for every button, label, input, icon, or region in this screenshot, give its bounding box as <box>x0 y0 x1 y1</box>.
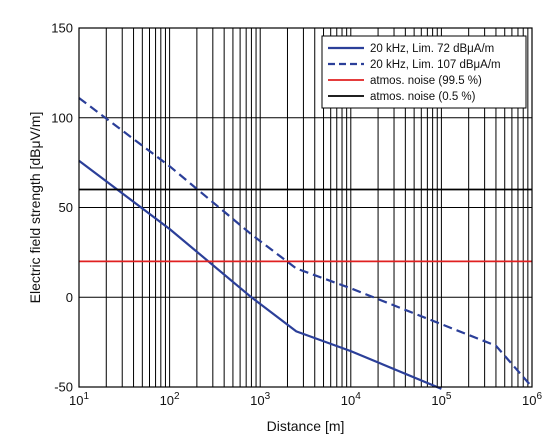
legend-label: atmos. noise (99.5 %) <box>370 75 482 87</box>
legend-label: 20 kHz, Lim. 107 dBμA/m <box>370 59 501 71</box>
legend-label: 20 kHz, Lim. 72 dBμA/m <box>370 43 494 55</box>
y-tick-label: 50 <box>59 200 73 215</box>
series-line-1 <box>78 159 442 390</box>
series-line-2 <box>78 97 533 388</box>
x-tick-label: 101 <box>69 391 89 408</box>
x-tick-label: 104 <box>341 391 361 408</box>
x-axis-label: Distance [m] <box>267 418 345 434</box>
x-tick-label: 102 <box>160 391 180 408</box>
x-tick-label: 105 <box>431 391 451 408</box>
x-tick-label: 103 <box>250 391 270 408</box>
legend-label: atmos. noise (0.5 %) <box>370 91 476 103</box>
legend: 20 kHz, Lim. 72 dBμA/m 20 kHz, Lim. 107 d… <box>321 35 527 109</box>
series-lines <box>78 97 533 390</box>
x-tick-label: 106 <box>522 391 542 408</box>
plot-frame <box>78 27 533 388</box>
y-tick-label: -50 <box>54 380 73 395</box>
y-tick-label: 0 <box>66 290 73 305</box>
y-axis-label: Electric field strength [dBμV/m] <box>27 112 43 304</box>
y-tick-label: 100 <box>51 110 73 125</box>
x-tick-labels: 101 102 103 104 105 106 <box>69 391 542 408</box>
y-tick-labels: -50 0 50 100 150 <box>51 21 73 395</box>
y-tick-label: 150 <box>51 21 73 36</box>
